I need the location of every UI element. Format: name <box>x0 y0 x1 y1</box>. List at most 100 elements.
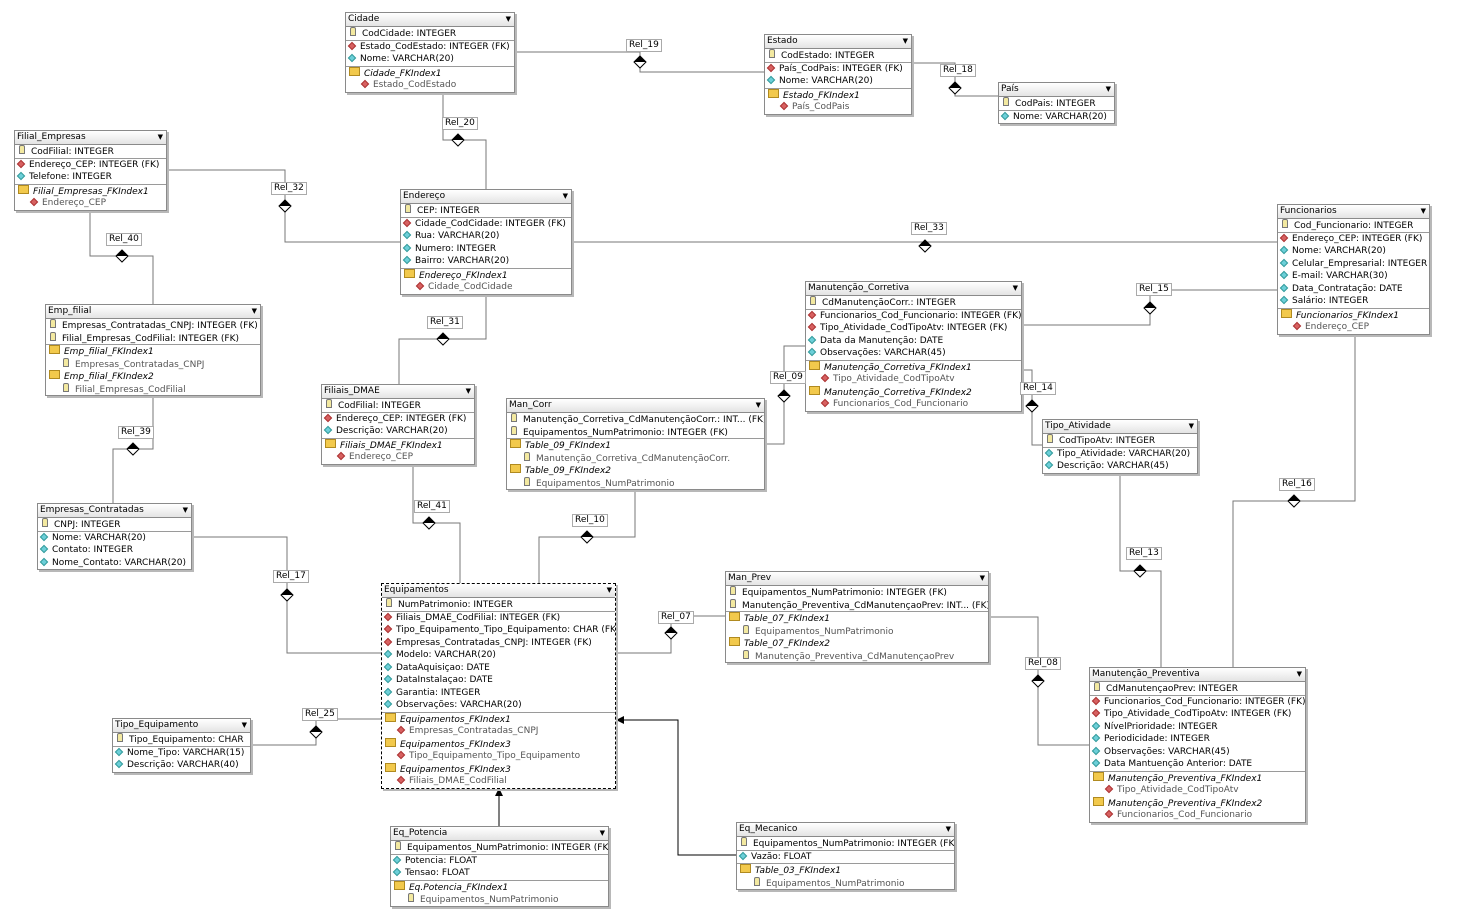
column-row[interactable]: Tensao: FLOAT <box>391 867 608 880</box>
relationship-label[interactable]: Rel_13 <box>1126 547 1162 560</box>
column-row[interactable]: Tipo_Atividade: VARCHAR(20) <box>1043 446 1197 461</box>
index-column-row[interactable]: Cidade_CodCidade <box>401 281 571 294</box>
column-row[interactable]: NumPatrimonio: INTEGER <box>382 598 615 611</box>
column-row[interactable]: Observações: VARCHAR(45) <box>806 347 1021 360</box>
column-row[interactable]: Funcionarios_Cod_Funcionario: INTEGER (F… <box>1090 694 1305 709</box>
index-column-row[interactable]: Filiais_DMAE_CodFilial <box>382 775 615 788</box>
inheritance-line[interactable] <box>618 719 736 856</box>
column-row[interactable]: Observações: VARCHAR(45) <box>1090 746 1305 759</box>
column-row[interactable]: DataInstalaçao: DATE <box>382 674 615 687</box>
column-row[interactable]: Celular_Empresarial: INTEGER <box>1278 258 1429 271</box>
column-row[interactable]: Tipo_Equipamento_Tipo_Equipamento: CHAR … <box>382 624 615 637</box>
dropdown-arrow-icon[interactable]: ▼ <box>1105 85 1111 93</box>
index-row[interactable]: Manutenção_Preventiva_FKIndex1 <box>1090 770 1305 785</box>
column-row[interactable]: CNPJ: INTEGER <box>38 518 191 531</box>
index-column-row[interactable]: Empresas_Contratadas_CNPJ <box>382 725 615 738</box>
index-row[interactable]: Filial_Empresas_FKIndex1 <box>15 183 166 198</box>
table-tipo_atividade[interactable]: Tipo_Atividade ▼ CodTipoAtv: INTEGER Tipo_A… <box>1042 419 1198 474</box>
column-row[interactable]: CdManutençãoCorr.: INTEGER <box>806 296 1021 309</box>
table-header[interactable]: Cidade ▼ <box>346 13 514 27</box>
column-row[interactable]: Nome: VARCHAR(20) <box>346 53 514 66</box>
relationship-label[interactable]: Rel_20 <box>442 117 478 130</box>
column-row[interactable]: Numero: INTEGER <box>401 243 571 256</box>
column-row[interactable]: CodCidade: INTEGER <box>346 27 514 40</box>
relationship-label[interactable]: Rel_31 <box>427 316 463 329</box>
table-país[interactable]: País ▼ CodPais: INTEGER Nome: VARCHAR(20) <box>998 82 1115 124</box>
table-filial_empresas[interactable]: Filial_Empresas ▼ CodFilial: INTEGER Endere… <box>14 130 167 211</box>
column-row[interactable]: Cidade_CodCidade: INTEGER (FK) <box>401 216 571 231</box>
index-column-row[interactable]: Manutenção_Corretiva_CdManutençãoCorr. <box>507 451 764 465</box>
dropdown-arrow-icon[interactable]: ▼ <box>979 574 985 582</box>
column-row[interactable]: Filiais_DMAE_CodFilial: INTEGER (FK) <box>382 610 615 625</box>
index-row[interactable]: Table_09_FKIndex1 <box>507 438 764 452</box>
index-row[interactable]: Endereço_FKIndex1 <box>401 267 571 282</box>
column-row[interactable]: Funcionarios_Cod_Funcionario: INTEGER (F… <box>806 308 1021 323</box>
table-header[interactable]: Eq_Mecanico ▼ <box>737 823 954 837</box>
index-row[interactable]: Eq.Potencia_FKIndex1 <box>391 879 608 894</box>
table-funcionarios[interactable]: Funcionarios ▼ Cod_Funcionario: INTEGER End… <box>1277 204 1430 335</box>
dropdown-arrow-icon[interactable]: ▼ <box>505 15 511 23</box>
index-column-row[interactable]: Filial_Empresas_CodFilial <box>46 382 260 396</box>
relationship-label[interactable]: Rel_40 <box>106 233 142 246</box>
table-header[interactable]: Estado ▼ <box>765 35 911 49</box>
index-row[interactable]: Manutenção_Corretiva_FKIndex1 <box>806 359 1021 374</box>
table-header[interactable]: Empresas_Contratadas ▼ <box>38 504 191 518</box>
column-row[interactable]: Potencia: FLOAT <box>391 853 608 868</box>
column-row[interactable]: Modelo: VARCHAR(20) <box>382 649 615 662</box>
column-row[interactable]: Salário: INTEGER <box>1278 295 1429 308</box>
relationship-label[interactable]: Rel_33 <box>911 222 947 235</box>
relationship-label[interactable]: Rel_19 <box>626 39 662 52</box>
table-manutenção_corretiva[interactable]: Manutenção_Corretiva ▼ CdManutençãoCorr.: … <box>805 281 1022 412</box>
index-column-row[interactable]: Tipo_Atividade_CodTipoAtv <box>1090 784 1305 797</box>
index-column-row[interactable]: Manutenção_Preventiva_CdManutençaoPrev <box>726 649 988 663</box>
index-row[interactable]: Cidade_FKIndex1 <box>346 65 514 80</box>
index-row[interactable]: Filiais_DMAE_FKIndex1 <box>322 437 474 452</box>
column-row[interactable]: CodFilial: INTEGER <box>15 145 166 158</box>
column-row[interactable]: Nome: VARCHAR(20) <box>765 75 911 88</box>
index-column-row[interactable]: Tipo_Atividade_CodTipoAtv <box>806 373 1021 386</box>
column-row[interactable]: Nome_Contato: VARCHAR(20) <box>38 557 191 570</box>
column-row[interactable]: Manutenção_Corretiva_CdManutençãoCorr.: … <box>507 413 764 426</box>
dropdown-arrow-icon[interactable]: ▼ <box>1188 422 1194 430</box>
column-row[interactable]: Nome: VARCHAR(20) <box>38 530 191 545</box>
column-row[interactable]: Tipo_Equipamento: CHAR <box>113 733 250 746</box>
index-column-row[interactable]: Endereço_CEP <box>322 451 474 464</box>
column-row[interactable]: Cod_Funcionario: INTEGER <box>1278 219 1429 232</box>
index-column-row[interactable]: Equipamentos_NumPatrimonio <box>391 893 608 906</box>
index-row[interactable]: Table_07_FKIndex2 <box>726 637 988 650</box>
column-row[interactable]: Data_Contratação: DATE <box>1278 283 1429 296</box>
dropdown-arrow-icon[interactable]: ▼ <box>606 586 612 594</box>
column-row[interactable]: CodPais: INTEGER <box>999 97 1114 110</box>
table-equipamentos[interactable]: Equipamentos ▼ NumPatrimonio: INTEGER Filia… <box>381 583 616 789</box>
index-column-row[interactable]: Empresas_Contratadas_CNPJ <box>46 357 260 371</box>
index-row[interactable]: Estado_FKIndex1 <box>765 87 911 102</box>
dropdown-arrow-icon[interactable]: ▼ <box>1420 207 1426 215</box>
column-row[interactable]: Periodicidade: INTEGER <box>1090 733 1305 746</box>
index-column-row[interactable]: Equipamentos_NumPatrimonio <box>726 624 988 638</box>
index-column-row[interactable]: País_CodPais <box>765 101 911 114</box>
column-row[interactable]: Descrição: VARCHAR(45) <box>1043 460 1197 473</box>
table-cidade[interactable]: Cidade ▼ CodCidade: INTEGER Estado_CodEstad… <box>345 12 515 93</box>
table-eq_mecanico[interactable]: Eq_Mecanico ▼ Equipamentos_NumPatrimonio: … <box>736 822 955 890</box>
dropdown-arrow-icon[interactable]: ▼ <box>1296 670 1302 678</box>
table-header[interactable]: País ▼ <box>999 83 1114 97</box>
relationship-label[interactable]: Rel_39 <box>118 426 154 439</box>
column-row[interactable]: Endereço_CEP: INTEGER (FK) <box>15 157 166 172</box>
table-man_prev[interactable]: Man_Prev ▼ Equipamentos_NumPatrimonio: INT… <box>725 571 989 663</box>
column-row[interactable]: NívelPrioridade: INTEGER <box>1090 721 1305 734</box>
column-row[interactable]: CodFilial: INTEGER <box>322 399 474 412</box>
column-row[interactable]: E-mail: VARCHAR(30) <box>1278 270 1429 283</box>
column-row[interactable]: Data da Manutenção: DATE <box>806 335 1021 348</box>
column-row[interactable]: Nome_Tipo: VARCHAR(15) <box>113 745 250 760</box>
column-row[interactable]: Rua: VARCHAR(20) <box>401 230 571 243</box>
table-header[interactable]: Manutenção_Preventiva ▼ <box>1090 668 1305 682</box>
table-header[interactable]: Emp_filial ▼ <box>46 305 260 319</box>
index-column-row[interactable]: Endereço_CEP <box>15 197 166 210</box>
index-row[interactable]: Table_09_FKIndex2 <box>507 464 764 477</box>
dropdown-arrow-icon[interactable]: ▼ <box>157 133 163 141</box>
column-row[interactable]: Nome: VARCHAR(20) <box>999 109 1114 124</box>
column-row[interactable]: Equipamentos_NumPatrimonio: INTEGER (FK) <box>726 586 988 599</box>
table-header[interactable]: Manutenção_Corretiva ▼ <box>806 282 1021 296</box>
table-header[interactable]: Filiais_DMAE ▼ <box>322 385 474 399</box>
table-empresas_contratadas[interactable]: Empresas_Contratadas ▼ CNPJ: INTEGER Nome: … <box>37 503 192 570</box>
